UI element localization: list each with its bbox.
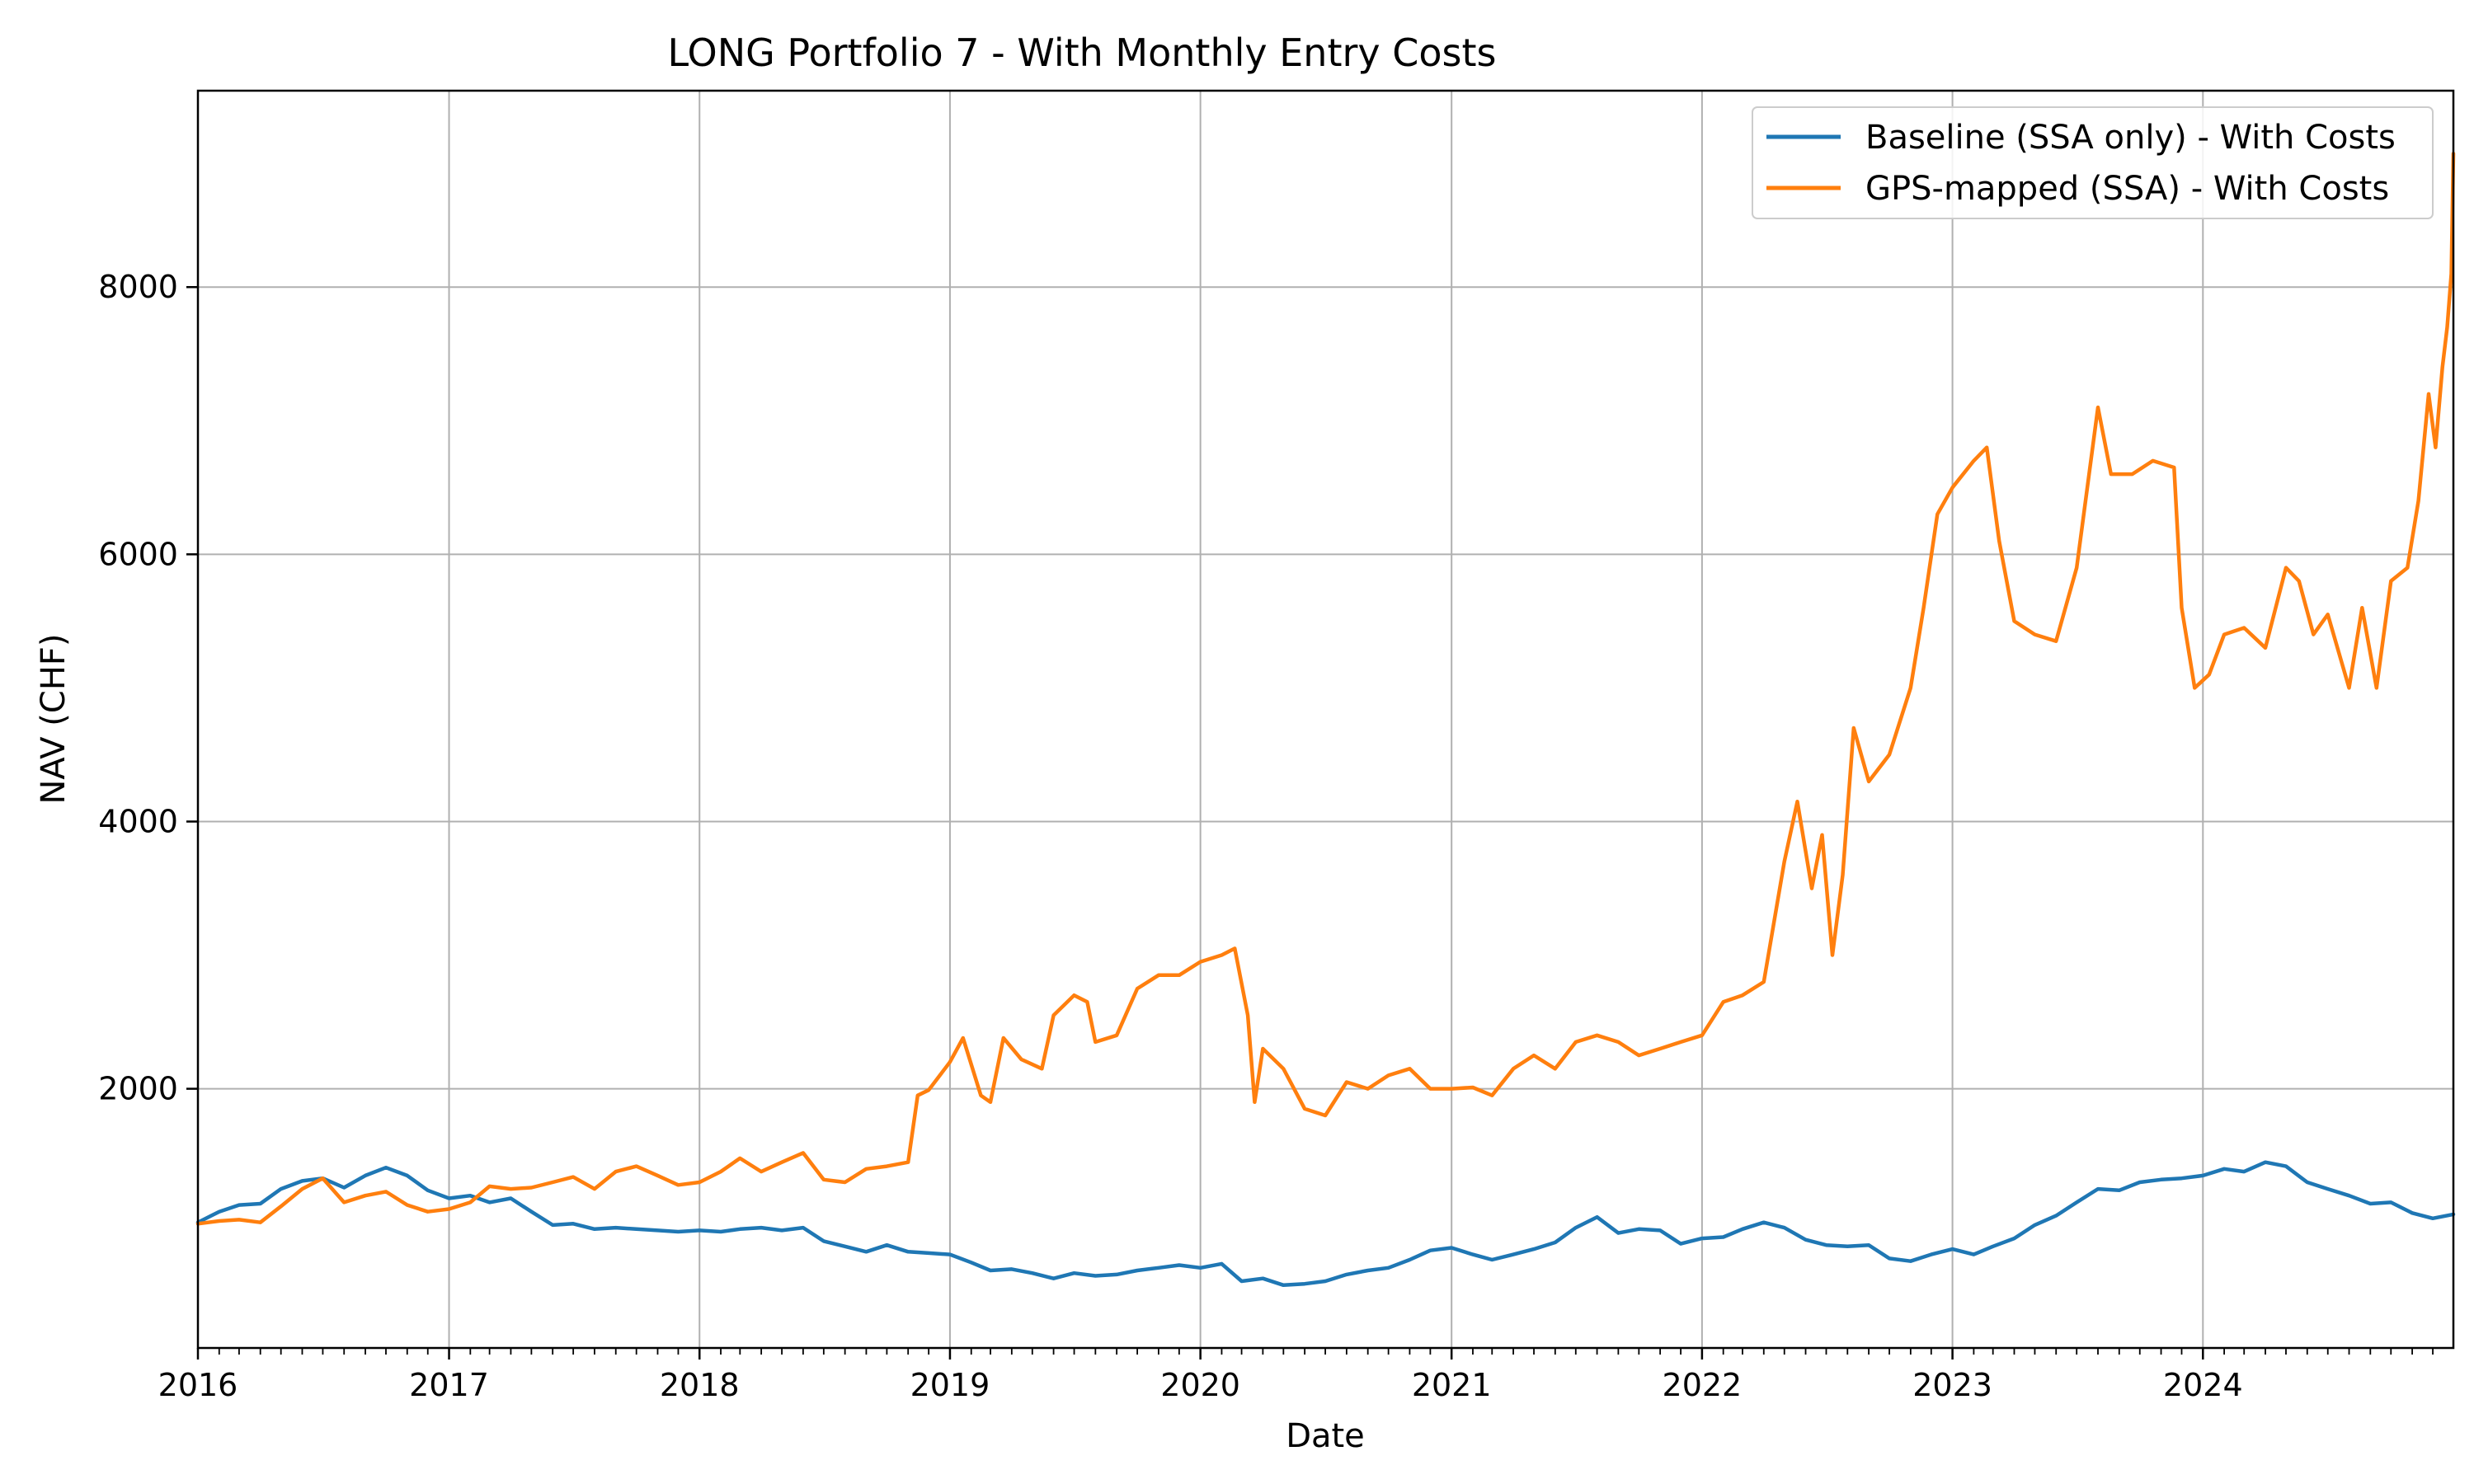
legend: Baseline (SSA only) - With Costs GPS-map… — [1752, 106, 2434, 219]
chart-title: LONG Portfolio 7 - With Monthly Entry Co… — [668, 31, 1497, 75]
series-line-gps-mapped — [195, 151, 2456, 1226]
legend-box — [1752, 106, 2434, 219]
x-tick-label: 2020 — [1160, 1367, 1240, 1403]
legend-label-baseline: Baseline (SSA only) - With Costs — [1865, 119, 2396, 157]
y-tick-label: 8000 — [98, 269, 178, 305]
y-tick-label: 6000 — [98, 536, 178, 572]
axis-ticks: 2016 2017 2018 2019 2020 2021 2022 2023 2024 2000… — [98, 269, 2434, 1403]
x-tick-label: 2022 — [1663, 1367, 1743, 1403]
x-tick-label: 2024 — [2163, 1367, 2243, 1403]
x-tick-label: 2021 — [1412, 1367, 1492, 1403]
x-axis-label: Date — [1286, 1417, 1365, 1455]
x-tick-label: 2017 — [409, 1367, 489, 1403]
y-tick-label: 4000 — [98, 803, 178, 839]
x-tick-label: 2023 — [1912, 1367, 1992, 1403]
series-layer — [195, 151, 2456, 1288]
series-line-baseline — [195, 1160, 2456, 1288]
grid — [197, 91, 2453, 1348]
y-axis-label: NAV (CHF) — [35, 633, 73, 804]
x-tick-label: 2016 — [158, 1367, 238, 1403]
y-tick-label: 2000 — [98, 1071, 178, 1107]
x-tick-label: 2018 — [660, 1367, 740, 1403]
x-tick-label: 2019 — [910, 1367, 990, 1403]
legend-label-gps-mapped: GPS-mapped (SSA) - With Costs — [1865, 170, 2389, 208]
